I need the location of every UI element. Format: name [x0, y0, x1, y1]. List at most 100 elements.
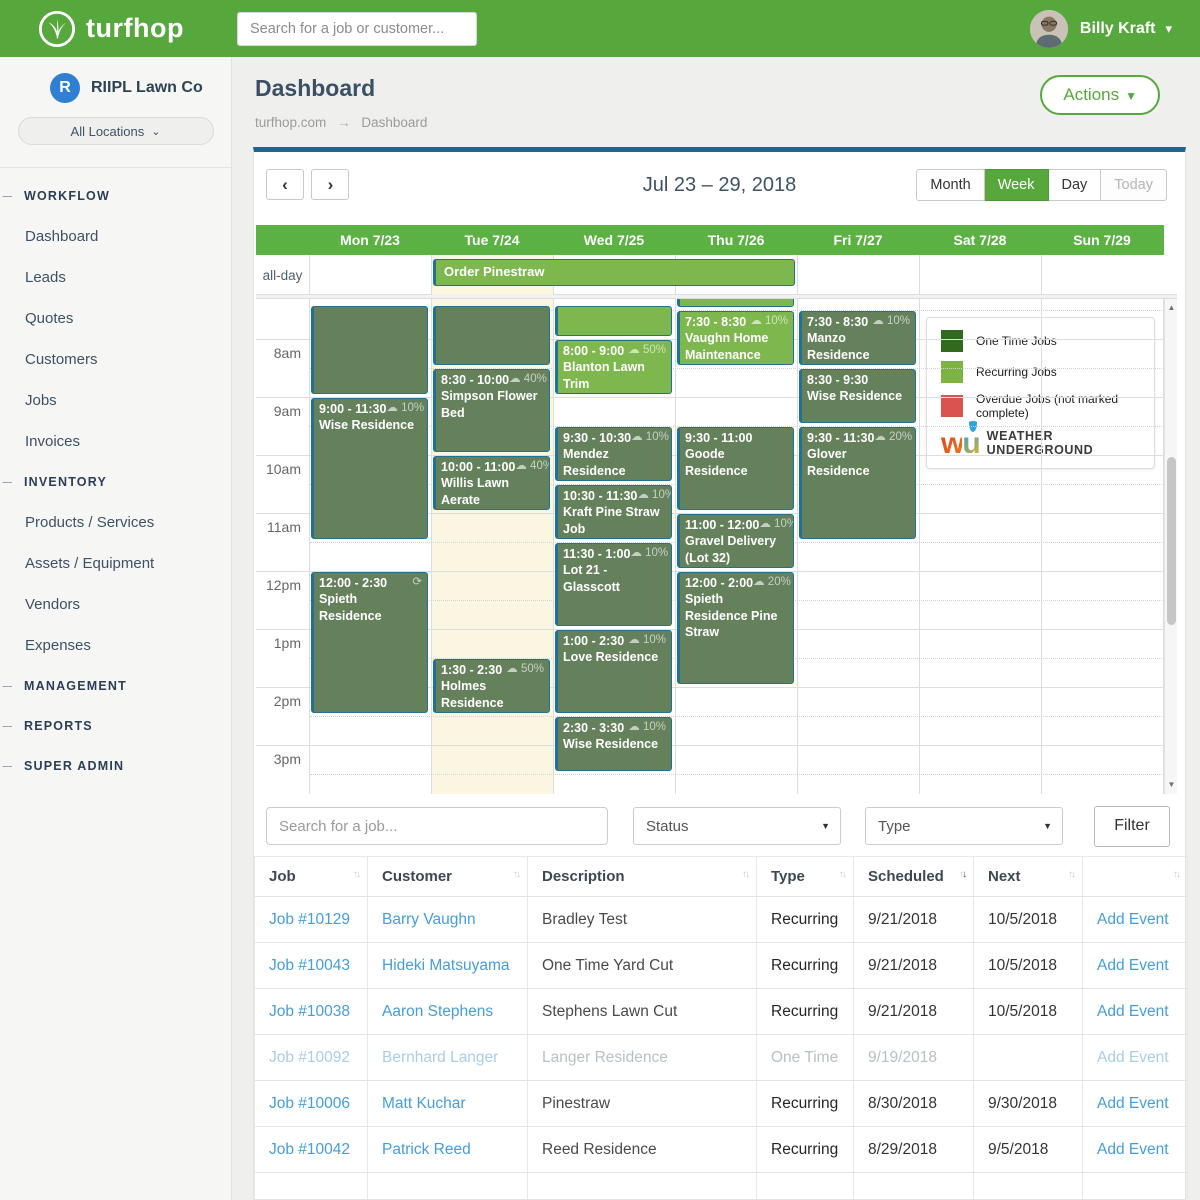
job-link[interactable]: Job #10129	[269, 910, 351, 928]
scroll-up-icon[interactable]: ▲	[1167, 303, 1176, 312]
event-time: 9:30 - 10:30	[563, 431, 632, 445]
sort-icon[interactable]: ↑↓	[1068, 869, 1076, 880]
section-dashes-icon: ---	[2, 189, 13, 203]
view-button-week[interactable]: Week	[984, 169, 1049, 201]
allday-cell[interactable]	[797, 255, 919, 295]
sidebar-section-inventory[interactable]: --- INVENTORY	[0, 462, 231, 502]
calendar-event[interactable]	[555, 306, 672, 336]
sort-icon[interactable]: ↑↓	[959, 869, 967, 880]
calendar-event[interactable]: 7:30 - 8:30 ☁ 10% Manzo Residence	[799, 311, 916, 365]
calendar-next-button[interactable]: ›	[311, 169, 350, 200]
breadcrumb-root[interactable]: turfhop.com	[255, 115, 327, 130]
calendar-event[interactable]: 12:00 - 2:30 ⟳ Spieth Residence	[311, 572, 428, 713]
calendar-prev-button[interactable]: ‹	[266, 169, 304, 200]
app-logo[interactable]: turfhop	[0, 10, 232, 48]
add-event-link[interactable]: Add Event	[1097, 956, 1169, 974]
sidebar-item-quotes[interactable]: Quotes	[25, 310, 74, 327]
sort-icon[interactable]: ↑↓	[513, 869, 521, 880]
sort-icon[interactable]: ↑↓	[353, 869, 361, 880]
calendar-scrollbar[interactable]: ▲ ▼	[1164, 299, 1177, 794]
view-button-month[interactable]: Month	[916, 169, 985, 201]
allday-cell[interactable]	[919, 255, 1041, 295]
customer-link[interactable]: Matt Kuchar	[382, 1094, 466, 1112]
column-header-scheduled[interactable]: Scheduled ↑↓	[853, 856, 974, 897]
calendar-event[interactable]: 9:30 - 11:00 Goode Residence	[677, 427, 794, 510]
customer-link[interactable]: Patrick Reed	[382, 1140, 471, 1158]
scroll-down-icon[interactable]: ▼	[1167, 780, 1176, 789]
sidebar-item-products-services[interactable]: Products / Services	[25, 514, 155, 531]
customer-link[interactable]: Bernhard Langer	[382, 1048, 499, 1066]
calendar-event[interactable]: 10:00 - 11:00 ☁ 40% Willis Lawn Aerate	[433, 456, 550, 510]
sort-icon[interactable]: ↑↓	[839, 869, 847, 880]
actions-button[interactable]: Actions ▼	[1040, 75, 1160, 115]
calendar-event[interactable]: 9:30 - 10:30 ☁ 10% Mendez Residence	[555, 427, 672, 481]
job-link[interactable]: Job #10043	[269, 956, 351, 974]
calendar-event[interactable]: 7:30 - 8:30 ☁ 10% Vaughn Home Maintenance	[677, 311, 794, 365]
user-menu[interactable]: Billy Kraft ▾	[1029, 9, 1200, 48]
cell-empty	[853, 1172, 974, 1199]
sidebar-item-expenses[interactable]: Expenses	[25, 637, 91, 654]
sidebar-item-invoices[interactable]: Invoices	[25, 433, 81, 450]
customer-link[interactable]: Barry Vaughn	[382, 910, 476, 928]
status-select[interactable]: Status ▼	[633, 807, 841, 845]
filter-button[interactable]: Filter	[1094, 805, 1170, 847]
type-select[interactable]: Type ▼	[865, 807, 1063, 845]
scrollbar-thumb[interactable]	[1167, 457, 1176, 625]
view-button-today[interactable]: Today	[1101, 169, 1167, 201]
calendar-event[interactable]: 8:30 - 10:00 ☁ 40% Simpson Flower Bed	[433, 369, 550, 452]
sidebar-section-reports[interactable]: --- REPORTS	[0, 706, 231, 746]
sidebar-item-jobs[interactable]: Jobs	[25, 392, 57, 409]
legend-row: Overdue Jobs (not marked complete)	[941, 392, 1142, 420]
customer-link[interactable]: Aaron Stephens	[382, 1002, 494, 1020]
job-link[interactable]: Job #10042	[269, 1140, 351, 1158]
calendar-event[interactable]: 8:00 - 9:00 ☁ 50% Blanton Lawn Trim	[555, 340, 672, 394]
calendar-event[interactable]: 1:00 - 2:30 ☁ 10% Love Residence	[555, 630, 672, 713]
global-search-input[interactable]	[237, 11, 477, 46]
column-header-description[interactable]: Description ↑↓	[527, 856, 757, 897]
calendar-event[interactable]: 9:00 - 11:30 ☁ 10% Wise Residence	[311, 398, 428, 539]
column-header-actions[interactable]: ↑↓	[1082, 856, 1188, 897]
calendar-event[interactable]: 9:30 - 11:30 ☁ 20% Glover Residence	[799, 427, 916, 539]
job-link[interactable]: Job #10092	[269, 1048, 351, 1066]
column-header-next[interactable]: Next ↑↓	[973, 856, 1083, 897]
column-header-job[interactable]: Job ↑↓	[254, 856, 368, 897]
cell-customer: Matt Kuchar	[367, 1080, 528, 1127]
add-event-link[interactable]: Add Event	[1097, 1094, 1169, 1112]
sidebar-item-leads[interactable]: Leads	[25, 269, 66, 286]
calendar-event[interactable]: 11:30 - 1:00 ☁ 10% Lot 21 - Glasscott	[555, 543, 672, 626]
sort-icon[interactable]: ↑↓	[742, 869, 750, 880]
allday-event[interactable]: Order Pinestraw	[433, 259, 795, 286]
sidebar-item-assets-equipment[interactable]: Assets / Equipment	[25, 555, 155, 572]
sidebar-item-customers[interactable]: Customers	[25, 351, 98, 368]
add-event-link[interactable]: Add Event	[1097, 1002, 1169, 1020]
company-selector[interactable]: R RIIPL Lawn Co	[0, 73, 231, 103]
calendar-event[interactable]: 8:30 - 9:30 Wise Residence	[799, 369, 916, 423]
calendar-event[interactable]	[311, 306, 428, 394]
allday-cell[interactable]	[1041, 255, 1163, 295]
sidebar-item-vendors[interactable]: Vendors	[25, 596, 81, 613]
calendar-event[interactable]: 1:30 - 2:30 ☁ 50% Holmes Residence	[433, 659, 550, 713]
sidebar-item-dashboard[interactable]: Dashboard	[25, 228, 99, 245]
job-link[interactable]: Job #10038	[269, 1002, 351, 1020]
calendar-event[interactable]: 10:30 - 11:30 ☁ 10% Kraft Pine Straw Job	[555, 485, 672, 539]
calendar-event[interactable]: 2:30 - 3:30 ☁ 10% Wise Residence	[555, 717, 672, 771]
sort-icon[interactable]: ↑↓	[1173, 869, 1181, 880]
sidebar-section-management[interactable]: --- MANAGEMENT	[0, 666, 231, 706]
allday-cell[interactable]	[309, 255, 431, 295]
add-event-link[interactable]: Add Event	[1097, 1140, 1169, 1158]
location-filter-dropdown[interactable]: All Locations ⌄	[17, 117, 214, 145]
sidebar-section-super-admin[interactable]: --- SUPER ADMIN	[0, 746, 231, 786]
column-header-type[interactable]: Type ↑↓	[756, 856, 854, 897]
calendar-event[interactable]	[433, 306, 550, 365]
column-header-customer[interactable]: Customer ↑↓	[367, 856, 528, 897]
calendar-event[interactable]	[677, 299, 794, 307]
calendar-event[interactable]: 12:00 - 2:00 ☁ 20% Spieth Residence Pine S…	[677, 572, 794, 684]
view-button-day[interactable]: Day	[1048, 169, 1102, 201]
customer-link[interactable]: Hideki Matsuyama	[382, 956, 510, 974]
add-event-link[interactable]: Add Event	[1097, 1048, 1169, 1066]
calendar-event[interactable]: 11:00 - 12:00 ☁ 10% Gravel Delivery (Lot 3…	[677, 514, 794, 568]
job-search-input[interactable]	[266, 807, 608, 845]
sidebar-section-workflow[interactable]: --- WORKFLOW	[0, 176, 231, 216]
add-event-link[interactable]: Add Event	[1097, 910, 1169, 928]
job-link[interactable]: Job #10006	[269, 1094, 351, 1112]
